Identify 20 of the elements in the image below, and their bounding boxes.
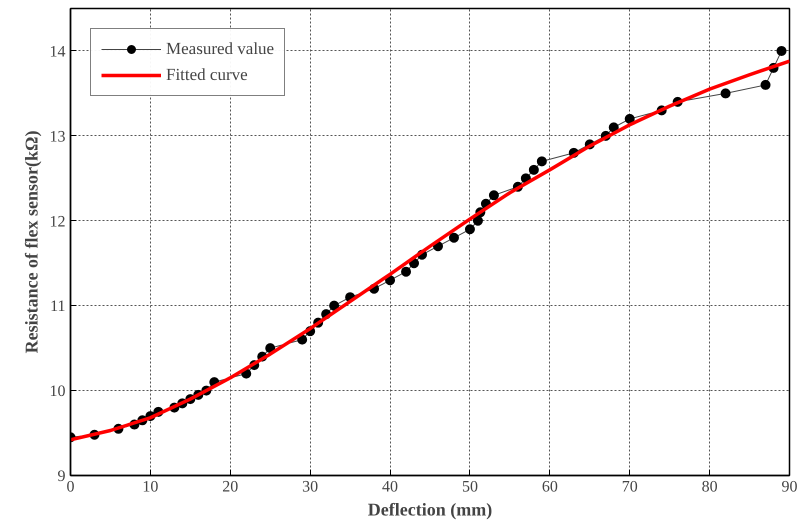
- x-axis-title: Deflection (mm): [368, 500, 492, 520]
- x-tick-label: 50: [462, 478, 478, 496]
- x-tick-label: 70: [622, 478, 638, 496]
- x-tick-label: 0: [66, 478, 74, 496]
- y-tick-label: 9: [58, 468, 66, 485]
- x-tick-label: 40: [382, 478, 398, 496]
- y-tick-label: 13: [50, 128, 66, 146]
- x-tick-label: 80: [702, 478, 718, 496]
- y-tick-label: 12: [50, 213, 66, 230]
- y-tick-label: 14: [50, 43, 66, 60]
- x-tick-label: 60: [542, 478, 558, 496]
- legend-label: Measured value: [166, 39, 274, 59]
- legend-label: Fitted curve: [166, 65, 248, 85]
- y-axis-title: Resistance of flex sensor(kΩ): [22, 130, 42, 354]
- x-tick-label: 10: [142, 478, 158, 496]
- x-tick-label: 30: [302, 478, 318, 496]
- y-tick-label: 11: [50, 298, 66, 316]
- x-tick-label: 20: [222, 478, 238, 496]
- y-tick-label: 10: [50, 383, 66, 400]
- x-tick-label: 90: [782, 478, 798, 496]
